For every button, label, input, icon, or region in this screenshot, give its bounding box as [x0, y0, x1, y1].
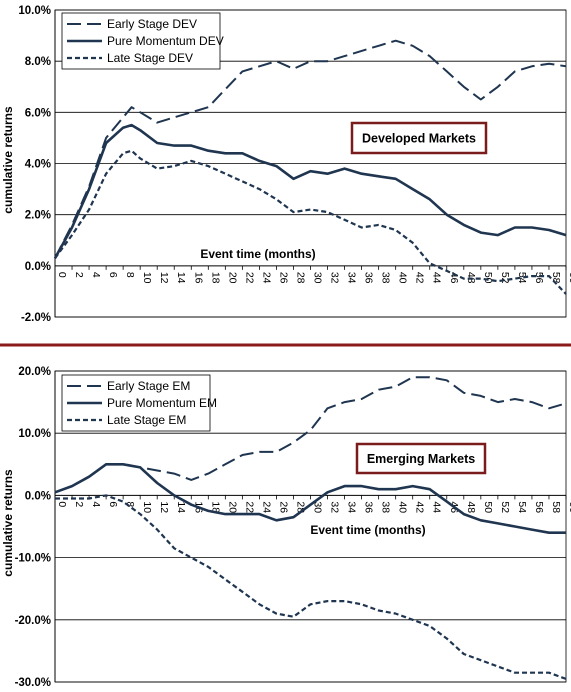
dev-x-tick-label: 50 [482, 272, 494, 284]
dev-x-tick-label: 0 [56, 272, 68, 278]
dev-x-tick-label: 26 [277, 272, 289, 284]
dev-x-tick-label: 60 [567, 272, 571, 284]
em-y-tick-label: 10.0% [18, 428, 51, 440]
dev-x-tick-label: 42 [414, 272, 426, 284]
dev-annotation-box [350, 121, 488, 155]
dev-x-tick-label: 12 [158, 272, 170, 284]
dev-series-line-3 [54, 149, 567, 295]
dev-y-tick-label: 6.0% [25, 107, 51, 119]
developed-markets-chart: -2.0%0.0%2.0%4.0%6.0%8.0%10.0%0 2 4 6 8 10 12 1… [1, 5, 571, 324]
em-x-tick-label: 42 [414, 501, 426, 513]
dev-x-tick-label: 36 [363, 272, 375, 284]
dev-x-tick-label: 2 [73, 272, 85, 278]
dev-y-axis-title: cumulative returns [1, 106, 15, 214]
dev-series-line-2 [53, 123, 567, 259]
em-x-tick-label: 14 [175, 501, 187, 513]
dev-x-tick-label: 28 [294, 272, 306, 284]
emerging-markets-chart: -30.0%-20.0%-10.0%0.0%10.0%20.0%0 2 4 6 8 10 1… [1, 366, 571, 689]
dev-x-tick-label: 24 [260, 272, 272, 284]
dev-x-tick-label: 44 [431, 272, 443, 284]
em-x-tick-label: 10 [141, 501, 153, 513]
dev-x-tick-label: 34 [346, 272, 358, 284]
dev-y-tick-label: 8.0% [25, 56, 51, 68]
em-x-tick-label: 52 [499, 501, 511, 513]
dev-x-tick-label: 18 [209, 272, 221, 284]
dev-x-tick-label: 10 [141, 272, 153, 284]
dev-x-tick-label: 58 [550, 272, 562, 284]
dev-x-tick-label: 6 [107, 272, 119, 278]
em-legend-label: Early Stage EM [107, 379, 190, 393]
dev-x-tick-label: 14 [175, 272, 187, 284]
dev-x-tick-label: 16 [192, 272, 204, 284]
em-y-tick-label: -10.0% [15, 553, 51, 565]
dev-x-tick-label: 56 [533, 272, 545, 284]
em-annotation-box [355, 442, 487, 475]
dev-x-tick-label: 52 [499, 272, 511, 284]
em-x-tick-label: 2 [73, 501, 85, 507]
em-annotation-label: Emerging Markets [367, 452, 475, 466]
em-y-tick-label: -30.0% [15, 677, 51, 689]
dev-y-tick-label: 4.0% [25, 159, 51, 171]
dev-x-axis-title: Event time (months) [200, 247, 315, 261]
em-series-line-2 [54, 463, 566, 534]
em-legend-label: Pure Momentum EM [107, 396, 217, 410]
em-x-tick-label: 26 [277, 501, 289, 513]
em-x-tick-label: 60 [567, 501, 571, 513]
em-x-tick-label: 28 [294, 501, 306, 513]
em-x-tick-label: 22 [243, 501, 255, 513]
em-x-tick-label: 58 [550, 501, 562, 513]
em-x-tick-label: 48 [465, 501, 477, 513]
dev-legend-label: Late Stage DEV [107, 51, 193, 65]
dev-legend-label: Pure Momentum DEV [107, 34, 224, 48]
dev-y-tick-label: 2.0% [25, 210, 51, 222]
em-x-axis-title: Event time (months) [310, 523, 425, 537]
em-x-tick-label: 4 [90, 501, 102, 507]
em-x-tick-label: 24 [260, 501, 272, 513]
em-y-tick-label: 20.0% [18, 366, 51, 378]
dev-x-tick-label: 8 [124, 272, 136, 278]
em-x-tick-label: 40 [397, 501, 409, 513]
dev-x-tick-label: 46 [448, 272, 460, 284]
dev-legend-label: Early Stage DEV [107, 17, 197, 31]
dev-y-tick-label: 10.0% [18, 5, 51, 17]
em-x-tick-label: 32 [329, 501, 341, 513]
dev-y-tick-label: 0.0% [25, 261, 51, 273]
em-x-tick-label: 8 [124, 501, 136, 507]
em-x-tick-label: 20 [226, 501, 238, 513]
em-legend-label: Late Stage EM [107, 413, 186, 427]
dev-y-tick-label: -2.0% [21, 312, 51, 324]
dev-x-tick-label: 54 [516, 272, 528, 284]
em-y-tick-label: 0.0% [25, 490, 51, 502]
dev-x-tick-label: 32 [329, 272, 341, 284]
em-x-tick-label: 56 [533, 501, 545, 513]
em-x-tick-label: 18 [209, 501, 221, 513]
em-x-tick-label: 36 [363, 501, 375, 513]
dev-x-tick-label: 40 [397, 272, 409, 284]
dev-series-line-1 [54, 39, 567, 259]
em-y-tick-label: -20.0% [15, 615, 51, 627]
dev-x-tick-label: 4 [90, 272, 102, 278]
dev-x-tick-label: 20 [226, 272, 238, 284]
em-x-tick-label: 50 [482, 501, 494, 513]
dev-annotation-label: Developed Markets [362, 132, 476, 146]
dev-x-tick-label: 22 [243, 272, 255, 284]
em-x-tick-label: 30 [312, 501, 324, 513]
dev-x-tick-label: 30 [312, 272, 324, 284]
em-x-tick-label: 34 [346, 501, 358, 513]
em-x-tick-label: 38 [380, 501, 392, 513]
em-x-tick-label: 44 [431, 501, 443, 513]
em-x-tick-label: 12 [158, 501, 170, 513]
em-y-axis-title: cumulative returns [1, 469, 15, 577]
em-x-tick-label: 0 [56, 501, 68, 507]
em-x-tick-label: 54 [516, 501, 528, 513]
em-x-tick-label: 6 [107, 501, 119, 507]
em-series-line-3 [55, 494, 567, 680]
dev-x-tick-label: 38 [380, 272, 392, 284]
